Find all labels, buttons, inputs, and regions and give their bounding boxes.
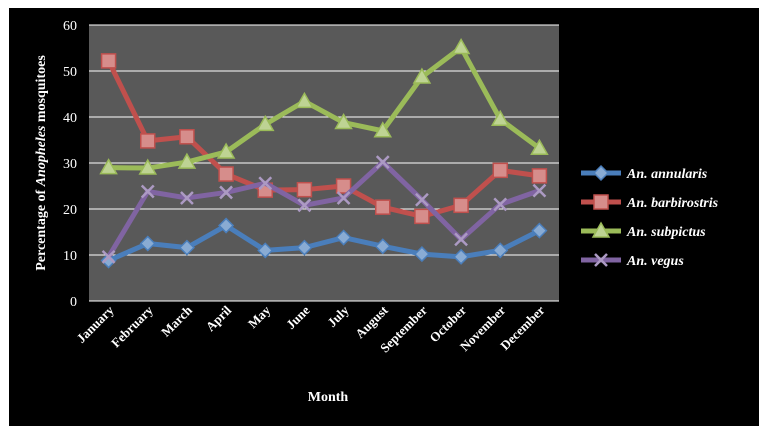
data-point: [531, 222, 548, 239]
data-point: [218, 166, 234, 182]
data-point: [492, 162, 508, 179]
data-point: [255, 114, 275, 132]
series-0: [100, 217, 548, 269]
x-tick-label: June: [283, 302, 313, 332]
data-point: [216, 142, 236, 159]
data-point: [218, 217, 235, 234]
y-tick-label: 40: [63, 111, 77, 126]
y-tick-labels: 0 10 20 30 40 50 60: [63, 19, 77, 310]
legend-item: An. barbirostris: [581, 194, 719, 211]
data-point: [414, 208, 430, 225]
data-point: [453, 248, 470, 265]
series-2: [99, 38, 549, 175]
data-point: [451, 38, 471, 55]
legend-swatch-marker: [594, 253, 608, 267]
data-point: [530, 138, 549, 156]
legend-swatch-marker: [592, 164, 610, 182]
series-line: [106, 159, 541, 259]
series-group: [99, 38, 549, 269]
data-point: [140, 184, 155, 199]
data-point: [99, 158, 118, 175]
data-point: [531, 168, 548, 184]
y-tick-label: 0: [70, 295, 77, 310]
x-tick-label: May: [245, 302, 274, 331]
series-3: [101, 155, 547, 264]
data-point: [454, 232, 468, 247]
data-point: [295, 91, 314, 109]
legend-label: An. subpictus: [626, 225, 706, 240]
data-point: [490, 109, 510, 127]
legend-item: An. subpictus: [581, 221, 706, 240]
data-point: [258, 176, 273, 191]
x-tick-label: April: [203, 302, 235, 334]
legend-label: An. barbirostris: [626, 196, 719, 211]
data-point: [138, 158, 158, 175]
data-point: [492, 242, 509, 259]
data-point: [219, 185, 233, 200]
data-point: [412, 67, 432, 84]
data-point: [335, 178, 352, 194]
legend: An. annularis An. barbirostris An. subpict…: [581, 164, 719, 269]
legend-label: An. vegus: [626, 254, 684, 269]
data-point: [296, 239, 313, 256]
data-point: [297, 198, 312, 213]
data-point: [375, 199, 391, 215]
legend-swatch-marker: [591, 221, 611, 238]
data-point: [453, 197, 469, 214]
y-tick-label: 20: [63, 203, 77, 218]
y-tick-label: 10: [63, 249, 77, 264]
legend-label: An. annularis: [626, 167, 708, 182]
x-tick-label: February: [108, 302, 156, 350]
data-point: [179, 129, 195, 145]
data-point: [101, 249, 116, 264]
data-point: [180, 191, 194, 205]
data-point: [375, 155, 390, 169]
y-tick-label: 50: [63, 65, 77, 80]
data-point: [532, 183, 547, 198]
data-point: [413, 246, 430, 263]
legend-item: An. annularis: [581, 164, 708, 182]
data-point: [336, 191, 351, 205]
data-point: [415, 192, 429, 207]
y-axis-title: Percentage of Anopheles mosquitoes: [34, 55, 49, 271]
data-point: [140, 133, 156, 149]
y-tick-label: 30: [63, 157, 77, 172]
data-point: [296, 181, 313, 198]
x-axis-title: Month: [308, 390, 349, 405]
chart-frame: 0 10 20 30 40 50 60 January February March April M…: [9, 8, 759, 426]
data-point: [100, 252, 117, 269]
x-tick-label: March: [158, 302, 196, 340]
x-tick-label: July: [324, 302, 352, 330]
data-point: [334, 113, 353, 130]
data-point: [373, 121, 393, 138]
legend-item: An. vegus: [581, 253, 684, 269]
data-point: [257, 242, 274, 259]
data-point: [335, 229, 352, 246]
data-point: [100, 53, 117, 69]
legend-swatch-marker: [593, 194, 609, 210]
series-line: [108, 45, 541, 171]
data-point: [178, 239, 195, 256]
data-point: [139, 235, 156, 252]
data-point: [374, 238, 391, 255]
data-point: [493, 197, 508, 212]
data-point: [177, 152, 197, 169]
y-tick-label: 60: [63, 19, 77, 34]
